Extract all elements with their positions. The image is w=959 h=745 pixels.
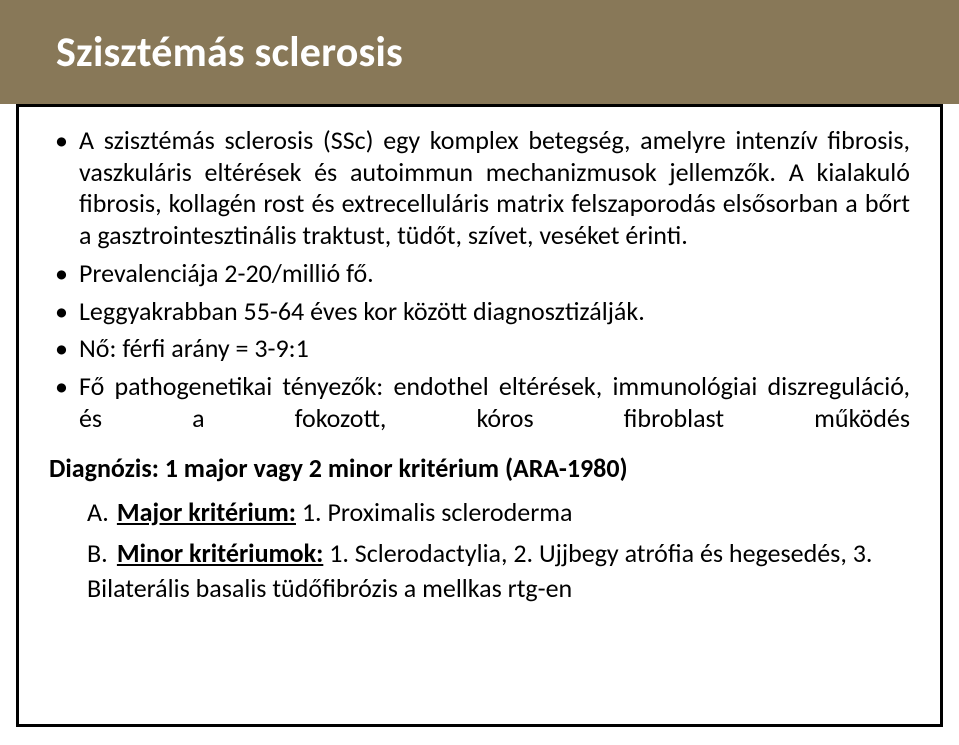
bullet-item: Fő pathogenetikai tényezők: endothel elt… [49, 371, 910, 434]
criteria-label: Major kritérium: [117, 496, 296, 528]
diagnosis-heading: Diagnózis: 1 major vagy 2 minor kritériu… [49, 452, 910, 485]
slide: Szisztémás sclerosis A szisztémás sclero… [0, 0, 959, 745]
list-marker: A. [87, 495, 111, 530]
criteria-text: 1. Proximalis scleroderma [296, 496, 573, 528]
bullet-item: A szisztémás sclerosis (SSc) egy komplex… [49, 125, 910, 252]
criteria-item-major: A. Major kritérium: 1. Proximalis sclero… [87, 495, 910, 530]
content-box: A szisztémás sclerosis (SSc) egy komplex… [16, 104, 943, 727]
criteria-item-minor: B. Minor kritériumok: 1. Sclerodactylia,… [87, 536, 910, 606]
bullet-list: A szisztémás sclerosis (SSc) egy komplex… [49, 125, 910, 434]
bullet-item: Nő: férfi arány = 3-9:1 [49, 333, 910, 365]
bullet-item: Leggyakrabban 55-64 éves kor között diag… [49, 296, 910, 328]
slide-title: Szisztémás sclerosis [56, 27, 403, 78]
bullet-item: Prevalenciája 2-20/millió fő. [49, 258, 910, 290]
list-marker: B. [87, 536, 111, 571]
criteria-list: A. Major kritérium: 1. Proximalis sclero… [49, 495, 910, 606]
criteria-label: Minor kritériumok: [117, 537, 323, 569]
title-band: Szisztémás sclerosis [0, 0, 959, 104]
